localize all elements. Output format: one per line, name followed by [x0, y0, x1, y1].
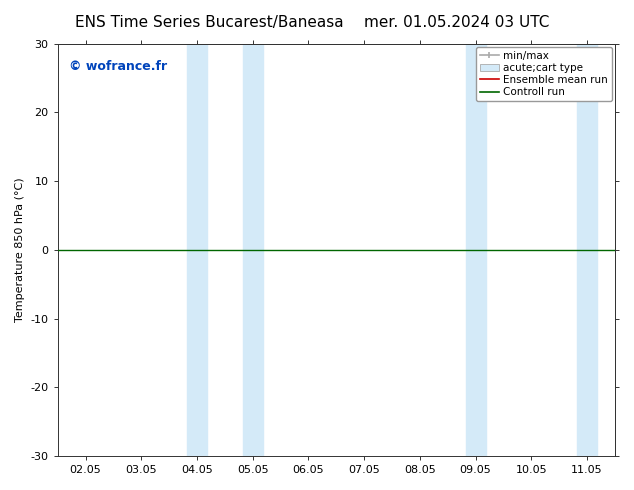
Text: ENS Time Series Bucarest/Baneasa: ENS Time Series Bucarest/Baneasa: [75, 15, 344, 30]
Legend: min/max, acute;cart type, Ensemble mean run, Controll run: min/max, acute;cart type, Ensemble mean …: [476, 47, 612, 101]
Bar: [577, 44, 597, 456]
Text: mer. 01.05.2024 03 UTC: mer. 01.05.2024 03 UTC: [364, 15, 549, 30]
Bar: [243, 44, 262, 456]
Y-axis label: Temperature 850 hPa (°C): Temperature 850 hPa (°C): [15, 177, 25, 322]
Bar: [187, 44, 207, 456]
Bar: [465, 44, 486, 456]
Text: © wofrance.fr: © wofrance.fr: [69, 60, 167, 73]
